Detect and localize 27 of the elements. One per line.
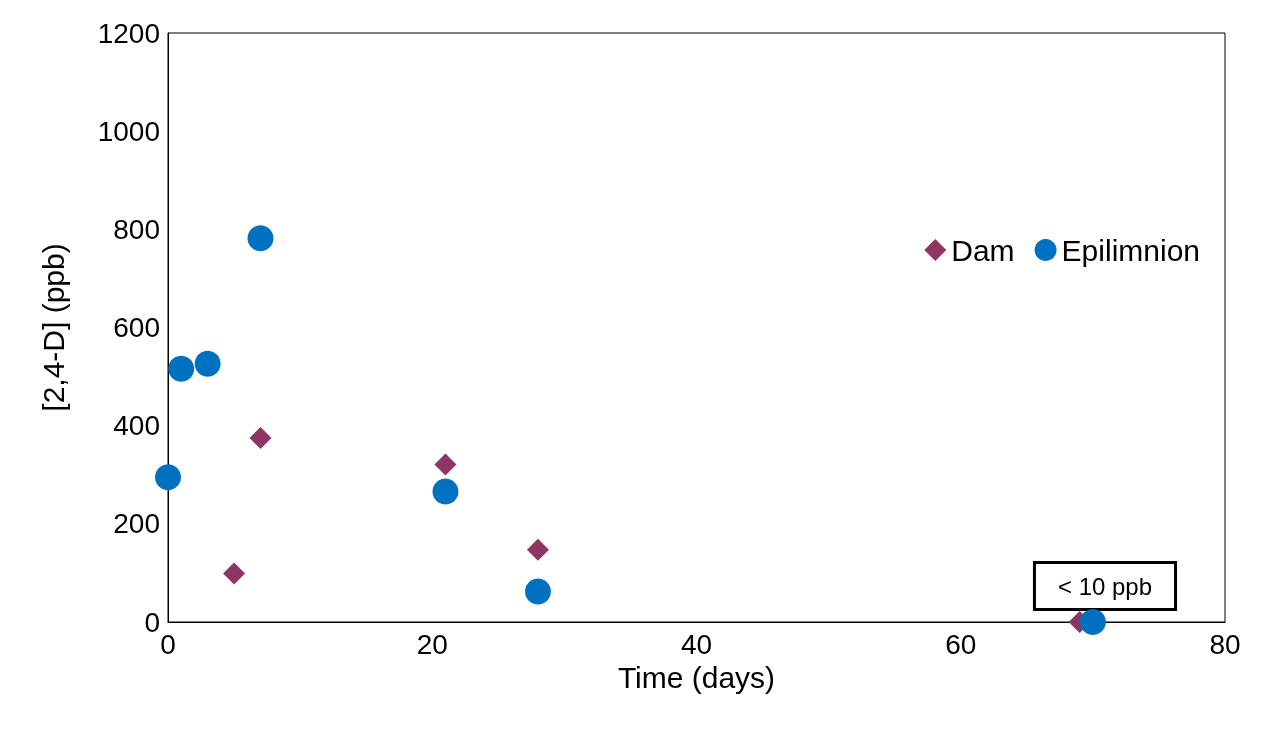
point	[434, 453, 457, 476]
x-axis-title: Time (days)	[617, 661, 776, 695]
y-tick-label: 1000	[97, 115, 160, 147]
x-tick-label: 60	[945, 628, 977, 660]
point	[168, 355, 195, 382]
x-tick-label: 40	[680, 628, 713, 660]
point	[194, 350, 221, 377]
point	[247, 225, 274, 252]
y-tick-label: 600	[113, 312, 160, 343]
x-tick-label: 20	[416, 628, 448, 660]
legend-label: Epilimnion	[1061, 233, 1201, 267]
point	[1079, 609, 1106, 635]
legend-label: Dam	[951, 233, 1015, 267]
point	[249, 426, 272, 449]
x-tick-label: 80	[1209, 628, 1241, 660]
point	[223, 562, 246, 585]
annotation: < 10 ppb	[1057, 572, 1153, 600]
y-tick-label: 200	[113, 508, 160, 540]
point	[432, 478, 459, 505]
y-axis-title: [2,4-D] (ppb)	[36, 243, 70, 412]
y-tick-label: 400	[113, 410, 160, 442]
point	[524, 578, 551, 605]
y-tick-label: 0	[144, 606, 160, 638]
point	[155, 464, 181, 491]
y-tick-label: 800	[113, 213, 160, 245]
y-tick-label: 1200	[97, 17, 160, 49]
point	[526, 538, 549, 561]
